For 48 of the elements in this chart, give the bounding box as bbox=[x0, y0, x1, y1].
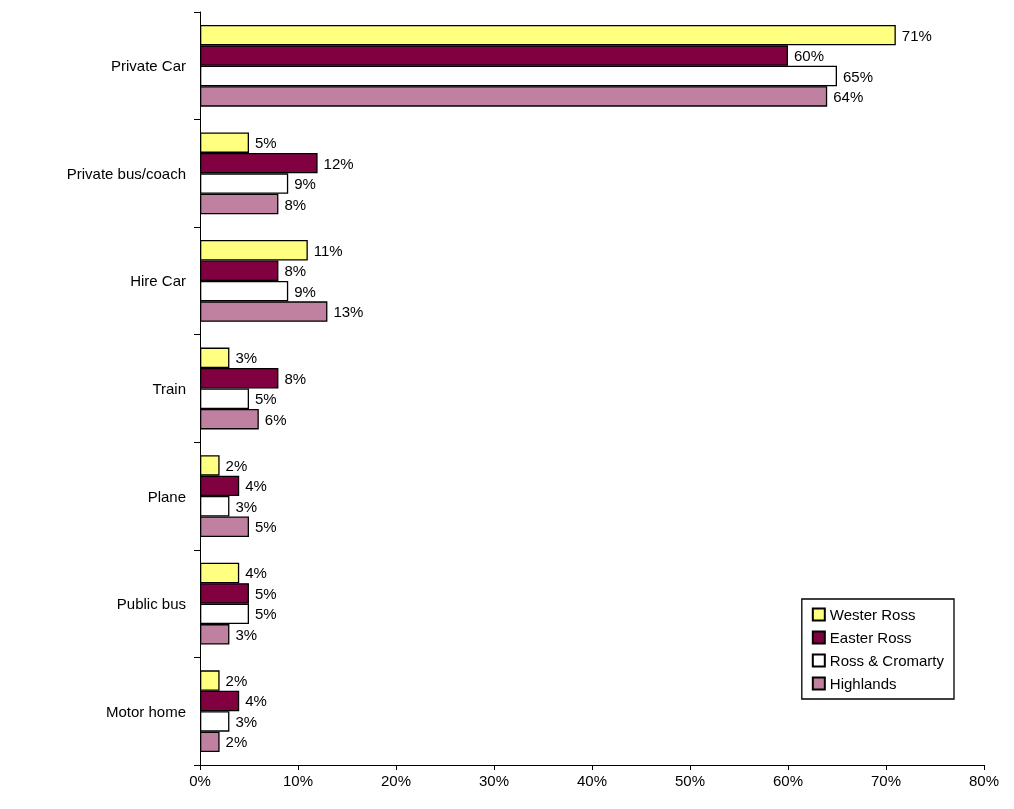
y-tick-label: Private bus/coach bbox=[66, 164, 186, 182]
x-tick-label: 40% bbox=[576, 772, 608, 789]
data-label: 60% bbox=[794, 47, 825, 65]
legend-label: Wester Ross bbox=[829, 606, 916, 623]
legend-label: Ross & Cromarty bbox=[829, 652, 945, 669]
data-label: 8% bbox=[284, 195, 307, 213]
x-tick-label: 80% bbox=[968, 772, 1000, 789]
data-label: 13% bbox=[333, 303, 364, 321]
y-tick-label: Motor home bbox=[105, 702, 186, 720]
data-label: 6% bbox=[264, 410, 287, 428]
data-label: 2% bbox=[225, 672, 248, 690]
x-tick-label: 0% bbox=[189, 772, 211, 789]
data-label: 2% bbox=[225, 456, 248, 474]
data-label: 5% bbox=[255, 584, 277, 602]
data-label: 3% bbox=[235, 497, 258, 515]
x-tick-label: 30% bbox=[478, 772, 510, 789]
legend-label: Highlands bbox=[829, 675, 897, 692]
data-label: 4% bbox=[245, 477, 267, 495]
y-tick-label: Train bbox=[152, 380, 186, 397]
data-label: 2% bbox=[225, 733, 248, 751]
data-label: 5% bbox=[255, 390, 277, 408]
x-tick-label: 60% bbox=[772, 772, 804, 789]
data-label: 3% bbox=[235, 712, 258, 730]
x-tick-label: 70% bbox=[870, 772, 902, 789]
data-label: 3% bbox=[235, 625, 258, 643]
x-tick-label: 10% bbox=[282, 772, 314, 789]
data-label: 4% bbox=[245, 564, 267, 582]
data-label: 11% bbox=[313, 241, 343, 259]
legend-label: Easter Ross bbox=[829, 629, 912, 646]
x-tick-label: 20% bbox=[380, 772, 412, 789]
y-tick-label: Private Car bbox=[110, 57, 186, 75]
data-label: 9% bbox=[294, 282, 316, 300]
data-label: 65% bbox=[843, 67, 874, 85]
data-label: 8% bbox=[284, 262, 307, 280]
data-label: 5% bbox=[255, 518, 277, 536]
data-label: 64% bbox=[833, 87, 864, 105]
x-tick-label: 50% bbox=[674, 772, 706, 789]
y-tick-label: Public bus bbox=[116, 595, 186, 613]
data-label: 4% bbox=[245, 692, 267, 710]
data-label: 8% bbox=[284, 369, 307, 387]
data-label: 3% bbox=[235, 349, 258, 367]
y-tick-label: Hire Car bbox=[130, 272, 186, 290]
data-label: 9% bbox=[294, 175, 316, 193]
data-label: 71% bbox=[901, 26, 932, 44]
data-label: 5% bbox=[255, 134, 277, 152]
y-tick-label: Plane bbox=[147, 487, 186, 505]
data-label: 5% bbox=[255, 605, 277, 623]
data-label: 12% bbox=[323, 154, 354, 172]
